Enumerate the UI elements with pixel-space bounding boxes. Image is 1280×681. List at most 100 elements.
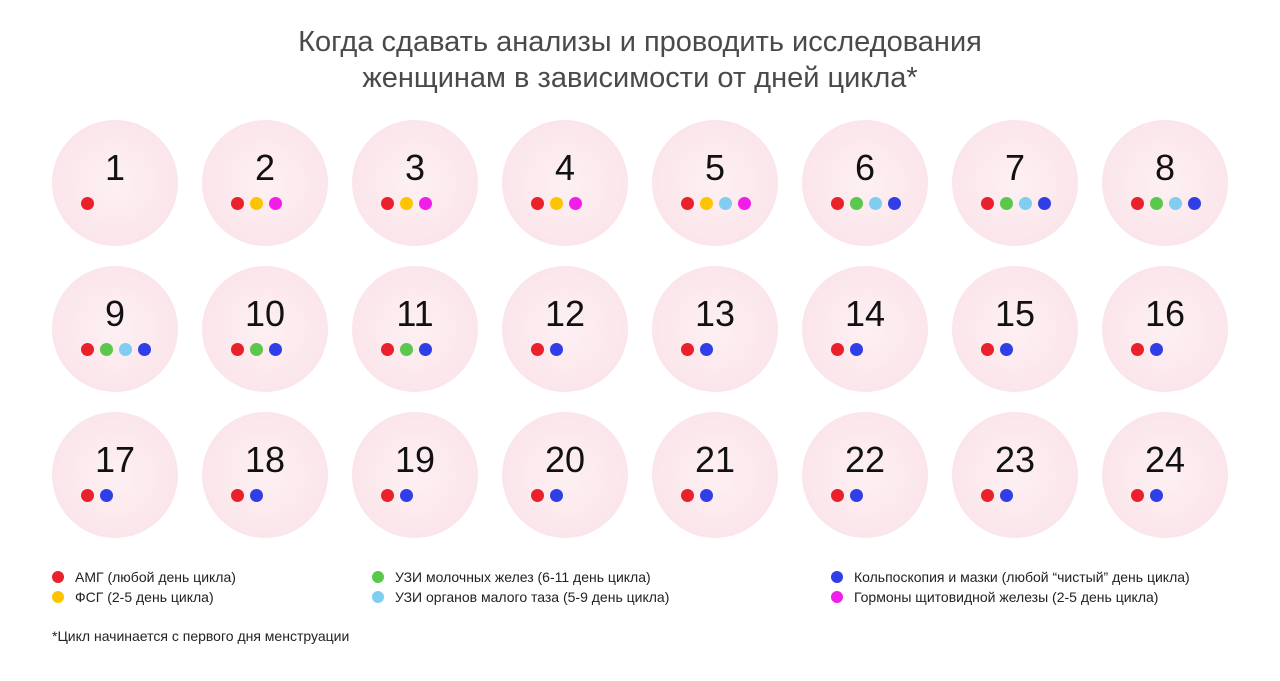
test-dots	[831, 197, 901, 210]
test-dot-breast	[1000, 197, 1013, 210]
test-dot-pelvic	[119, 343, 132, 356]
test-dot-amg	[831, 343, 844, 356]
day-circle-11: 11	[352, 266, 478, 392]
test-dots	[231, 343, 282, 356]
test-dot-thyroid	[269, 197, 282, 210]
test-dots	[981, 489, 1013, 502]
test-dot-colpo	[100, 489, 113, 502]
legend-dot-icon	[831, 591, 843, 603]
test-dot-amg	[1131, 197, 1144, 210]
day-number: 21	[694, 439, 736, 480]
test-dot-amg	[531, 197, 544, 210]
test-dot-amg	[681, 343, 694, 356]
day-circle-6: 6	[802, 120, 928, 246]
legend-item-amg: АМГ (любой день цикла)	[52, 567, 236, 587]
day-circle-12: 12	[502, 266, 628, 392]
test-dot-colpo	[888, 197, 901, 210]
legend-item-thyroid: Гормоны щитовидной железы (2-5 день цикл…	[831, 587, 1190, 607]
day-number: 11	[396, 293, 434, 334]
test-dot-colpo	[138, 343, 151, 356]
test-dot-breast	[400, 343, 413, 356]
test-dots	[681, 197, 751, 210]
test-dots	[531, 343, 563, 356]
test-dot-amg	[231, 343, 244, 356]
cycle-day-grid: 1 2 3 4 5 6 7 8 9 10 11 12 13 14 15 16 17 18 19 20 21 22 23 24	[52, 120, 1228, 538]
test-dot-breast	[250, 343, 263, 356]
day-number: 8	[1154, 147, 1176, 188]
test-dot-breast	[100, 343, 113, 356]
test-dot-amg	[981, 197, 994, 210]
test-dot-colpo	[250, 489, 263, 502]
test-dots	[81, 489, 113, 502]
test-dot-colpo	[550, 343, 563, 356]
day-number: 13	[694, 293, 736, 334]
test-dot-amg	[531, 489, 544, 502]
day-circle-5: 5	[652, 120, 778, 246]
test-dots	[1131, 343, 1163, 356]
day-circle-9: 9	[52, 266, 178, 392]
test-dot-thyroid	[569, 197, 582, 210]
test-dot-amg	[231, 489, 244, 502]
test-dots	[81, 343, 151, 356]
test-dot-colpo	[550, 489, 563, 502]
day-circle-3: 3	[352, 120, 478, 246]
day-circle-14: 14	[802, 266, 928, 392]
day-number: 12	[544, 293, 586, 334]
day-circle-18: 18	[202, 412, 328, 538]
test-dot-pelvic	[719, 197, 732, 210]
test-dot-fsg	[400, 197, 413, 210]
footnote: *Цикл начинается с первого дня менструац…	[52, 628, 350, 644]
legend-dot-icon	[52, 571, 64, 583]
test-dots	[1131, 197, 1201, 210]
test-dots	[231, 197, 282, 210]
day-circle-19: 19	[352, 412, 478, 538]
day-number: 17	[94, 439, 136, 480]
test-dots	[831, 489, 863, 502]
legend-item-pelvic: УЗИ органов малого таза (5-9 день цикла)	[372, 587, 669, 607]
legend-column-2: УЗИ молочных желез (6-11 день цикла) УЗИ …	[372, 567, 669, 607]
day-number: 16	[1144, 293, 1186, 334]
test-dot-amg	[681, 489, 694, 502]
test-dot-colpo	[419, 343, 432, 356]
test-dot-amg	[681, 197, 694, 210]
legend-dot-icon	[372, 591, 384, 603]
legend-label: АМГ (любой день цикла)	[75, 569, 236, 585]
day-circle-15: 15	[952, 266, 1078, 392]
day-number: 4	[554, 147, 576, 188]
test-dot-colpo	[1150, 489, 1163, 502]
test-dot-colpo	[1038, 197, 1051, 210]
legend-dot-icon	[52, 591, 64, 603]
test-dot-thyroid	[419, 197, 432, 210]
test-dot-amg	[981, 489, 994, 502]
test-dot-colpo	[850, 489, 863, 502]
test-dots	[531, 489, 563, 502]
test-dots	[681, 489, 713, 502]
test-dot-amg	[831, 197, 844, 210]
test-dots	[531, 197, 582, 210]
legend-dot-icon	[372, 571, 384, 583]
test-dots	[831, 343, 863, 356]
day-number: 22	[844, 439, 886, 480]
test-dot-fsg	[250, 197, 263, 210]
test-dots	[231, 489, 263, 502]
day-number: 20	[544, 439, 586, 480]
day-number: 7	[1004, 147, 1026, 188]
test-dot-colpo	[1000, 343, 1013, 356]
test-dot-colpo	[1188, 197, 1201, 210]
test-dot-thyroid	[738, 197, 751, 210]
test-dot-amg	[981, 343, 994, 356]
legend-column-1: АМГ (любой день цикла) ФСГ (2-5 день цикл…	[52, 567, 236, 607]
day-number: 10	[244, 293, 286, 334]
test-dot-fsg	[700, 197, 713, 210]
day-circle-13: 13	[652, 266, 778, 392]
day-circle-2: 2	[202, 120, 328, 246]
test-dot-amg	[1131, 343, 1144, 356]
test-dots	[681, 343, 713, 356]
legend-label: Гормоны щитовидной железы (2-5 день цикл…	[854, 589, 1159, 605]
title-line-2: женщинам в зависимости от дней цикла*	[362, 62, 918, 94]
test-dot-colpo	[700, 489, 713, 502]
test-dots	[81, 197, 94, 210]
test-dots	[381, 343, 432, 356]
test-dot-amg	[1131, 489, 1144, 502]
legend-label: Кольпоскопия и мазки (любой “чистый” ден…	[854, 569, 1190, 585]
